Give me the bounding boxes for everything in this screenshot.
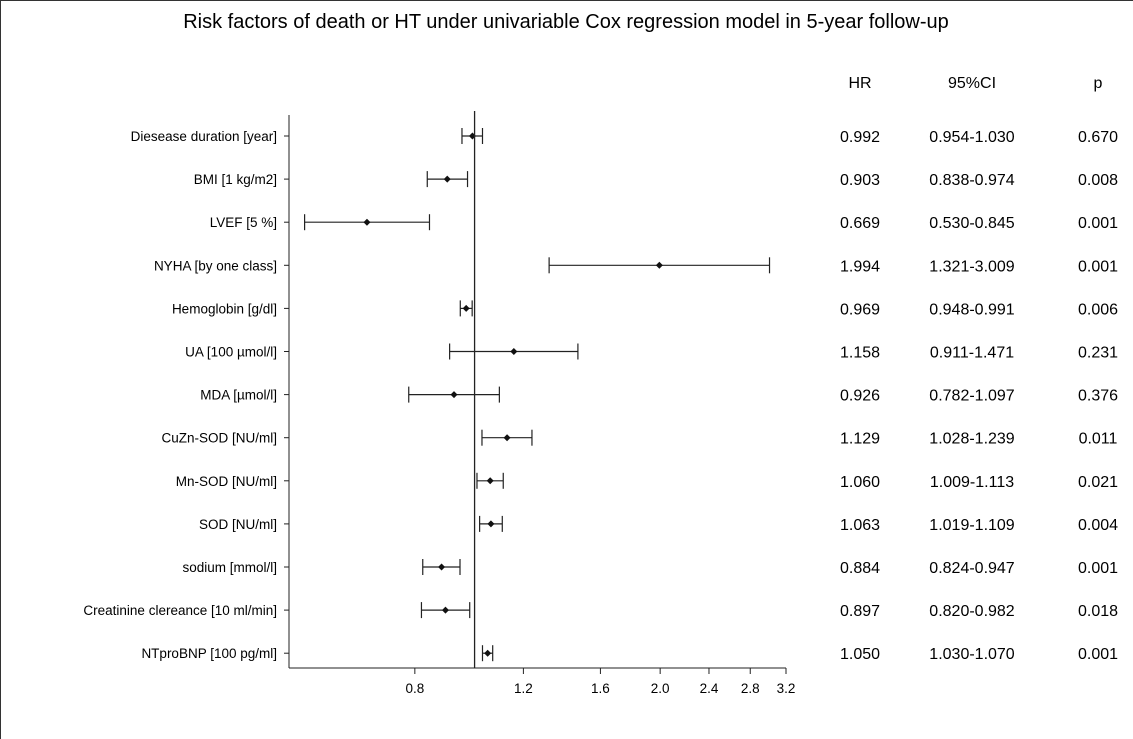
ci-value: 0.911-1.471 [930,345,1014,362]
forest-row: sodium [mmol/l] 0.884 0.824-0.947 0.001 [182,559,1118,577]
forest-row: CuZn-SOD [NU/ml] 1.129 1.028-1.239 0.011 [161,429,1118,448]
row-label: Mn-SOD [NU/ml] [176,474,277,489]
p-value: 0.376 [1078,388,1118,405]
p-value: 0.011 [1079,431,1118,448]
hr-point [655,261,663,269]
column-header-hr: HR [848,75,871,92]
ci-value: 0.948-0.991 [929,301,1015,318]
hr-point [486,477,494,485]
column-header-ci: 95%CI [948,75,996,92]
p-value: 0.670 [1078,129,1118,146]
ci-value: 0.530-0.845 [929,215,1015,232]
p-value: 0.001 [1078,646,1118,663]
forest-row: Hemoglobin [g/dl] 0.969 0.948-0.991 0.006 [172,300,1118,318]
ci-value: 1.321-3.009 [929,258,1015,275]
row-label: UA [100 µmol/l] [185,345,277,360]
hr-value: 0.897 [840,603,880,620]
p-value: 0.001 [1078,215,1118,232]
hr-value: 0.992 [840,129,880,146]
hr-point [441,606,449,614]
p-value: 0.001 [1078,560,1118,577]
hr-value: 1.050 [840,646,880,663]
ci-value: 0.824-0.947 [929,560,1015,577]
row-label: Diesease duration [year] [131,129,277,144]
ci-value: 0.954-1.030 [929,129,1015,146]
x-tick-label: 2.4 [700,681,719,696]
hr-point [363,218,371,226]
hr-value: 1.158 [840,345,880,362]
hr-point [462,304,470,312]
x-tick-label: 0.8 [405,681,424,696]
row-label: MDA [µmol/l] [200,388,277,403]
hr-value: 1.060 [840,474,880,491]
chart-title: Risk factors of death or HT under univar… [183,11,949,33]
forest-row: NYHA [by one class] 1.994 1.321-3.009 0.001 [154,257,1118,275]
hr-point [443,175,451,183]
hr-point [450,391,458,399]
row-label: SOD [NU/ml] [199,517,277,532]
ci-value: 1.028-1.239 [929,431,1015,448]
row-label: BMI [1 kg/m2] [194,172,277,187]
forest-row: Creatinine clereance [10 ml/min] 0.897 0.8… [83,602,1118,620]
hr-value: 0.903 [840,172,880,189]
p-value: 0.231 [1078,345,1118,362]
row-label: NYHA [by one class] [154,258,277,273]
ci-value: 1.030-1.070 [929,646,1015,663]
hr-point [503,434,511,442]
forest-row: LVEF [5 %] 0.669 0.530-0.845 0.001 [210,214,1118,232]
p-value: 0.004 [1078,517,1118,534]
hr-point [487,520,495,528]
hr-value: 0.926 [840,388,880,405]
rows-layer: Diesease duration [year] 0.992 0.954-1.030… [83,128,1118,663]
ci-value: 1.019-1.109 [929,517,1015,534]
p-value: 0.006 [1078,301,1118,318]
row-label: Hemoglobin [g/dl] [172,301,277,316]
axis-layer: 0.8 1.2 1.6 2.0 2.4 2.8 3.2 [288,111,796,696]
x-tick-label: 2.8 [741,681,760,696]
p-value: 0.001 [1078,258,1118,275]
forest-row: Mn-SOD [NU/ml] 1.060 1.009-1.113 0.021 [176,472,1118,491]
x-tick-label: 1.6 [591,681,610,696]
ci-value: 1.009-1.113 [930,474,1014,491]
hr-point [484,649,492,657]
hr-value: 1.994 [840,258,880,275]
forest-row: BMI [1 kg/m2] 0.903 0.838-0.974 0.008 [194,171,1118,189]
row-label: Creatinine clereance [10 ml/min] [83,603,277,618]
forest-row: NTproBNP [100 pg/ml] 1.050 1.030-1.070 0.00… [141,645,1118,663]
forest-row: MDA [µmol/l] 0.926 0.782-1.097 0.376 [200,386,1118,405]
p-value: 0.008 [1078,172,1118,189]
row-label: CuZn-SOD [NU/ml] [161,431,277,446]
ci-value: 0.820-0.982 [929,603,1015,620]
row-label: NTproBNP [100 pg/ml] [141,646,277,661]
ci-value: 0.782-1.097 [929,388,1015,405]
row-label: sodium [mmol/l] [182,560,277,575]
forest-row: SOD [NU/ml] 1.063 1.019-1.109 0.004 [199,515,1118,534]
ci-value: 0.838-0.974 [929,172,1015,189]
row-label: LVEF [5 %] [210,215,277,230]
hr-point [438,563,446,571]
x-tick-label: 3.2 [777,681,796,696]
x-tick-label: 1.2 [514,681,533,696]
p-value: 0.021 [1078,474,1118,491]
hr-value: 0.884 [840,560,880,577]
hr-point [510,348,518,355]
column-header-p: p [1094,75,1103,92]
hr-value: 0.669 [840,215,880,232]
x-tick-label: 2.0 [651,681,670,696]
p-value: 0.018 [1078,603,1118,620]
hr-value: 1.129 [840,431,880,448]
hr-value: 1.063 [840,517,880,534]
forest-row: UA [100 µmol/l] 1.158 0.911-1.471 0.231 [185,343,1118,362]
hr-value: 0.969 [840,301,880,318]
forest-row: Diesease duration [year] 0.992 0.954-1.030… [131,128,1118,146]
